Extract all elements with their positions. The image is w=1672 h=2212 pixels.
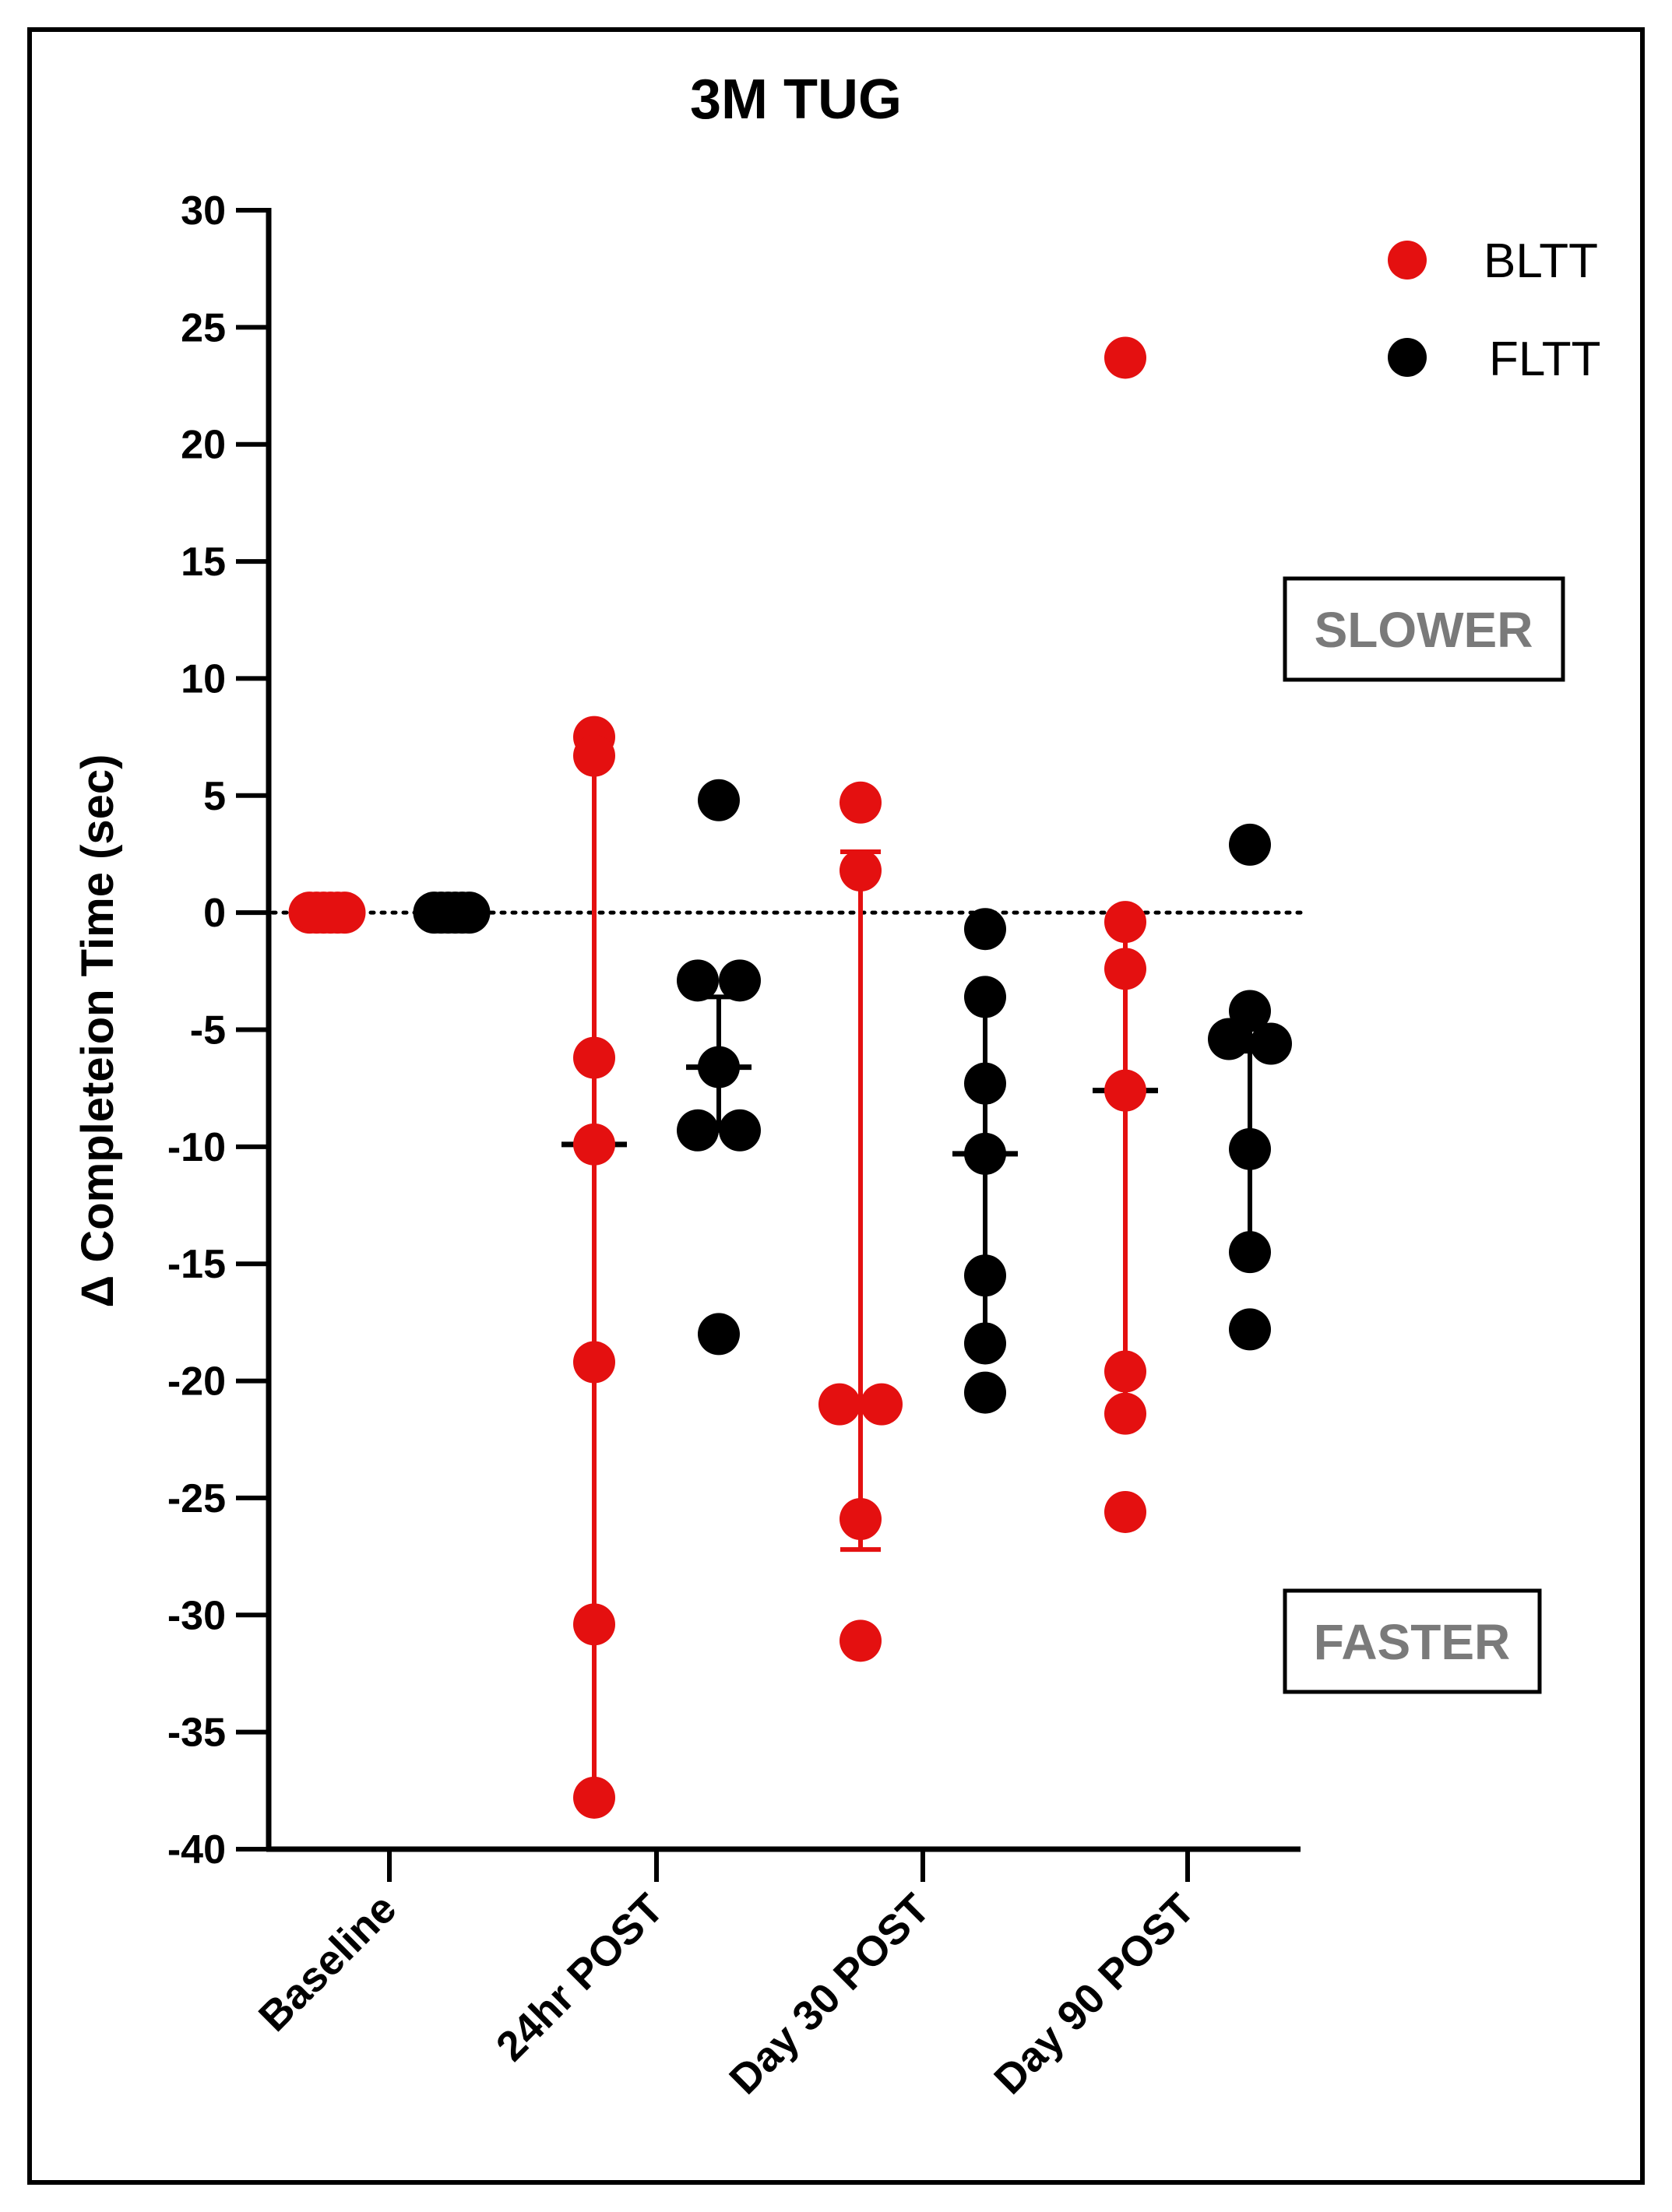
data-point-bltt <box>1104 1350 1146 1393</box>
data-point-bltt <box>840 1497 882 1540</box>
data-point-bltt <box>573 1341 615 1384</box>
data-points <box>288 336 1292 1819</box>
data-point-fltt <box>964 1132 1006 1175</box>
data-point-fltt <box>677 959 719 1002</box>
data-point-fltt <box>964 908 1006 951</box>
data-point-bltt <box>1104 1069 1146 1112</box>
x-axis: Baseline 24hr POST Day 30 POST Day 90 POST <box>250 1846 1301 2103</box>
data-point-fltt <box>1250 1022 1292 1065</box>
data-point-fltt <box>964 976 1006 1018</box>
data-point-bltt <box>818 1383 861 1426</box>
data-point-fltt <box>698 779 740 821</box>
y-tick-label: -30 <box>167 1593 226 1638</box>
y-tick-label: 30 <box>181 188 226 234</box>
data-point-fltt <box>964 1322 1006 1365</box>
x-tick-label: 24hr POST <box>488 1885 673 2070</box>
legend-marker-bltt <box>1388 241 1427 280</box>
faster-box <box>1283 1588 1542 1694</box>
data-point-bltt <box>1104 1490 1146 1533</box>
y-tick-label: -40 <box>167 1827 226 1873</box>
data-point-fltt <box>964 1062 1006 1105</box>
data-point-fltt <box>1229 823 1271 866</box>
data-point-fltt <box>698 1046 740 1088</box>
data-point-bltt <box>1104 1392 1146 1435</box>
data-point-fltt <box>1229 1231 1271 1274</box>
data-point-bltt <box>840 781 882 824</box>
data-point-fltt <box>719 1109 761 1152</box>
data-point-fltt <box>1229 1308 1271 1351</box>
data-point-bltt <box>323 891 366 934</box>
y-tick-label: 15 <box>181 540 226 585</box>
data-point-fltt <box>677 1109 719 1152</box>
slower-label: SLOWER <box>1315 602 1533 658</box>
legend-label-bltt: BLTT <box>1484 234 1598 288</box>
y-tick-label: -20 <box>167 1359 226 1405</box>
data-point-bltt <box>573 734 615 777</box>
x-tick-label: Baseline <box>250 1885 405 2040</box>
slower-box <box>1283 576 1565 682</box>
legend-marker-fltt <box>1388 338 1427 377</box>
faster-label: FASTER <box>1314 1614 1510 1670</box>
data-point-bltt <box>840 849 882 892</box>
y-tick-label: 0 <box>203 891 226 936</box>
data-point-fltt <box>1208 1018 1250 1060</box>
data-point-bltt <box>573 1603 615 1646</box>
data-point-bltt <box>1104 336 1146 379</box>
data-point-bltt <box>861 1383 903 1426</box>
data-point-fltt <box>698 1313 740 1356</box>
y-tick-label: 10 <box>181 656 226 702</box>
y-tick-label: -35 <box>167 1711 226 1756</box>
y-tick-label: 5 <box>203 774 226 819</box>
y-tick-label: -15 <box>167 1242 226 1287</box>
data-point-fltt <box>448 891 491 934</box>
data-point-bltt <box>1104 948 1146 990</box>
y-tick-label: -25 <box>167 1476 226 1521</box>
data-point-fltt <box>964 1254 1006 1297</box>
data-point-bltt <box>1104 901 1146 944</box>
y-tick-label: -10 <box>167 1125 226 1170</box>
figure-frame <box>27 27 1645 2185</box>
y-axis-label: Δ Completeion Time (sec) <box>72 754 123 1308</box>
data-point-fltt <box>1229 1127 1271 1170</box>
data-point-fltt <box>964 1371 1006 1414</box>
y-tick-label: -5 <box>190 1008 226 1053</box>
y-axis: 30 25 20 15 10 5 0 -5 -10 -15 -20 -25 -30 -35 -40 <box>167 188 272 1873</box>
chart-title: 3M TUG <box>690 69 902 131</box>
data-point-bltt <box>573 1036 615 1079</box>
annotation-faster: FASTER <box>1283 1588 1542 1694</box>
annotation-slower: SLOWER <box>1283 576 1565 682</box>
x-tick-label: Day 30 POST <box>720 1885 938 2103</box>
legend-label-fltt: FLTT <box>1489 332 1601 386</box>
legend: BLTT FLTT <box>1388 234 1601 386</box>
data-point-fltt <box>719 959 761 1002</box>
x-tick-label: Day 90 POST <box>985 1885 1203 2103</box>
y-tick-label: 25 <box>181 305 226 350</box>
data-point-bltt <box>840 1619 882 1662</box>
data-point-bltt <box>573 1776 615 1819</box>
y-tick-label: 20 <box>181 423 226 468</box>
data-point-bltt <box>573 1123 615 1166</box>
